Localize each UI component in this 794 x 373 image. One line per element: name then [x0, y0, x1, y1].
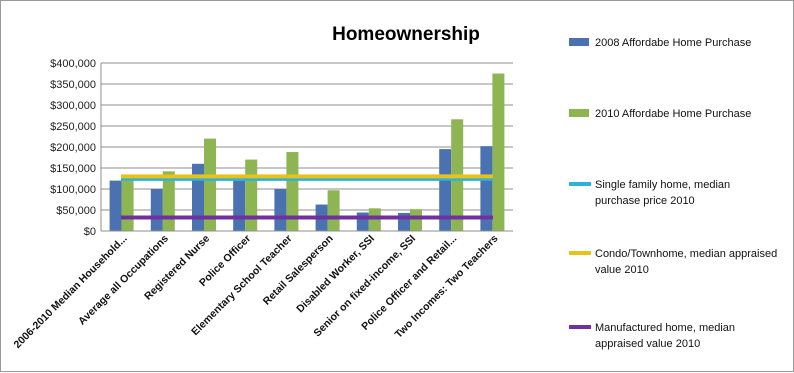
bar — [192, 163, 204, 231]
legend-label: Condo/Townhome, median appraised value 20… — [595, 248, 777, 276]
y-tick-label: $50,000 — [56, 205, 96, 217]
bar — [492, 73, 505, 231]
legend-swatch — [569, 38, 589, 46]
legend-label: 2008 Affordabe Home Purchase — [595, 37, 751, 49]
y-tick-label: $250,000 — [50, 121, 96, 133]
bar — [274, 189, 287, 231]
bar — [245, 159, 258, 231]
y-tick-label: $150,000 — [50, 163, 96, 175]
legend-label: 2010 Affordabe Home Purchase — [595, 108, 751, 120]
bar — [410, 209, 422, 231]
bar — [439, 149, 452, 231]
y-tick-label: $400,000 — [50, 58, 96, 70]
x-category-label: Retail Salesperson — [261, 233, 336, 308]
bar — [286, 152, 299, 231]
bar — [109, 180, 122, 231]
bar — [150, 189, 163, 231]
y-tick-label: $100,000 — [50, 184, 96, 196]
y-tick-label: $200,000 — [50, 142, 96, 154]
bar — [356, 212, 369, 231]
x-category-label: Disabled Worker, SSI — [294, 233, 377, 316]
y-tick-label: $300,000 — [50, 100, 96, 112]
bar — [368, 208, 381, 231]
legend-label: Manufactured home, median appraised value… — [595, 322, 735, 350]
legend-swatch — [569, 109, 589, 117]
y-tick-label: $0 — [84, 226, 96, 238]
bar — [233, 180, 246, 231]
chart-title: Homeownership — [332, 24, 480, 45]
bar — [327, 190, 340, 231]
y-tick-label: $350,000 — [50, 79, 96, 91]
legend-label: Single family home, median purchase price… — [595, 179, 730, 207]
bar — [204, 138, 216, 231]
bar — [480, 146, 493, 231]
bar — [121, 176, 134, 231]
